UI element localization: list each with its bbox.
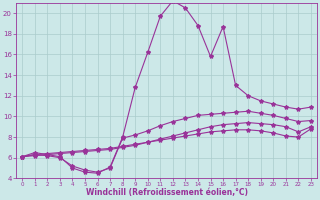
X-axis label: Windchill (Refroidissement éolien,°C): Windchill (Refroidissement éolien,°C) xyxy=(85,188,248,197)
